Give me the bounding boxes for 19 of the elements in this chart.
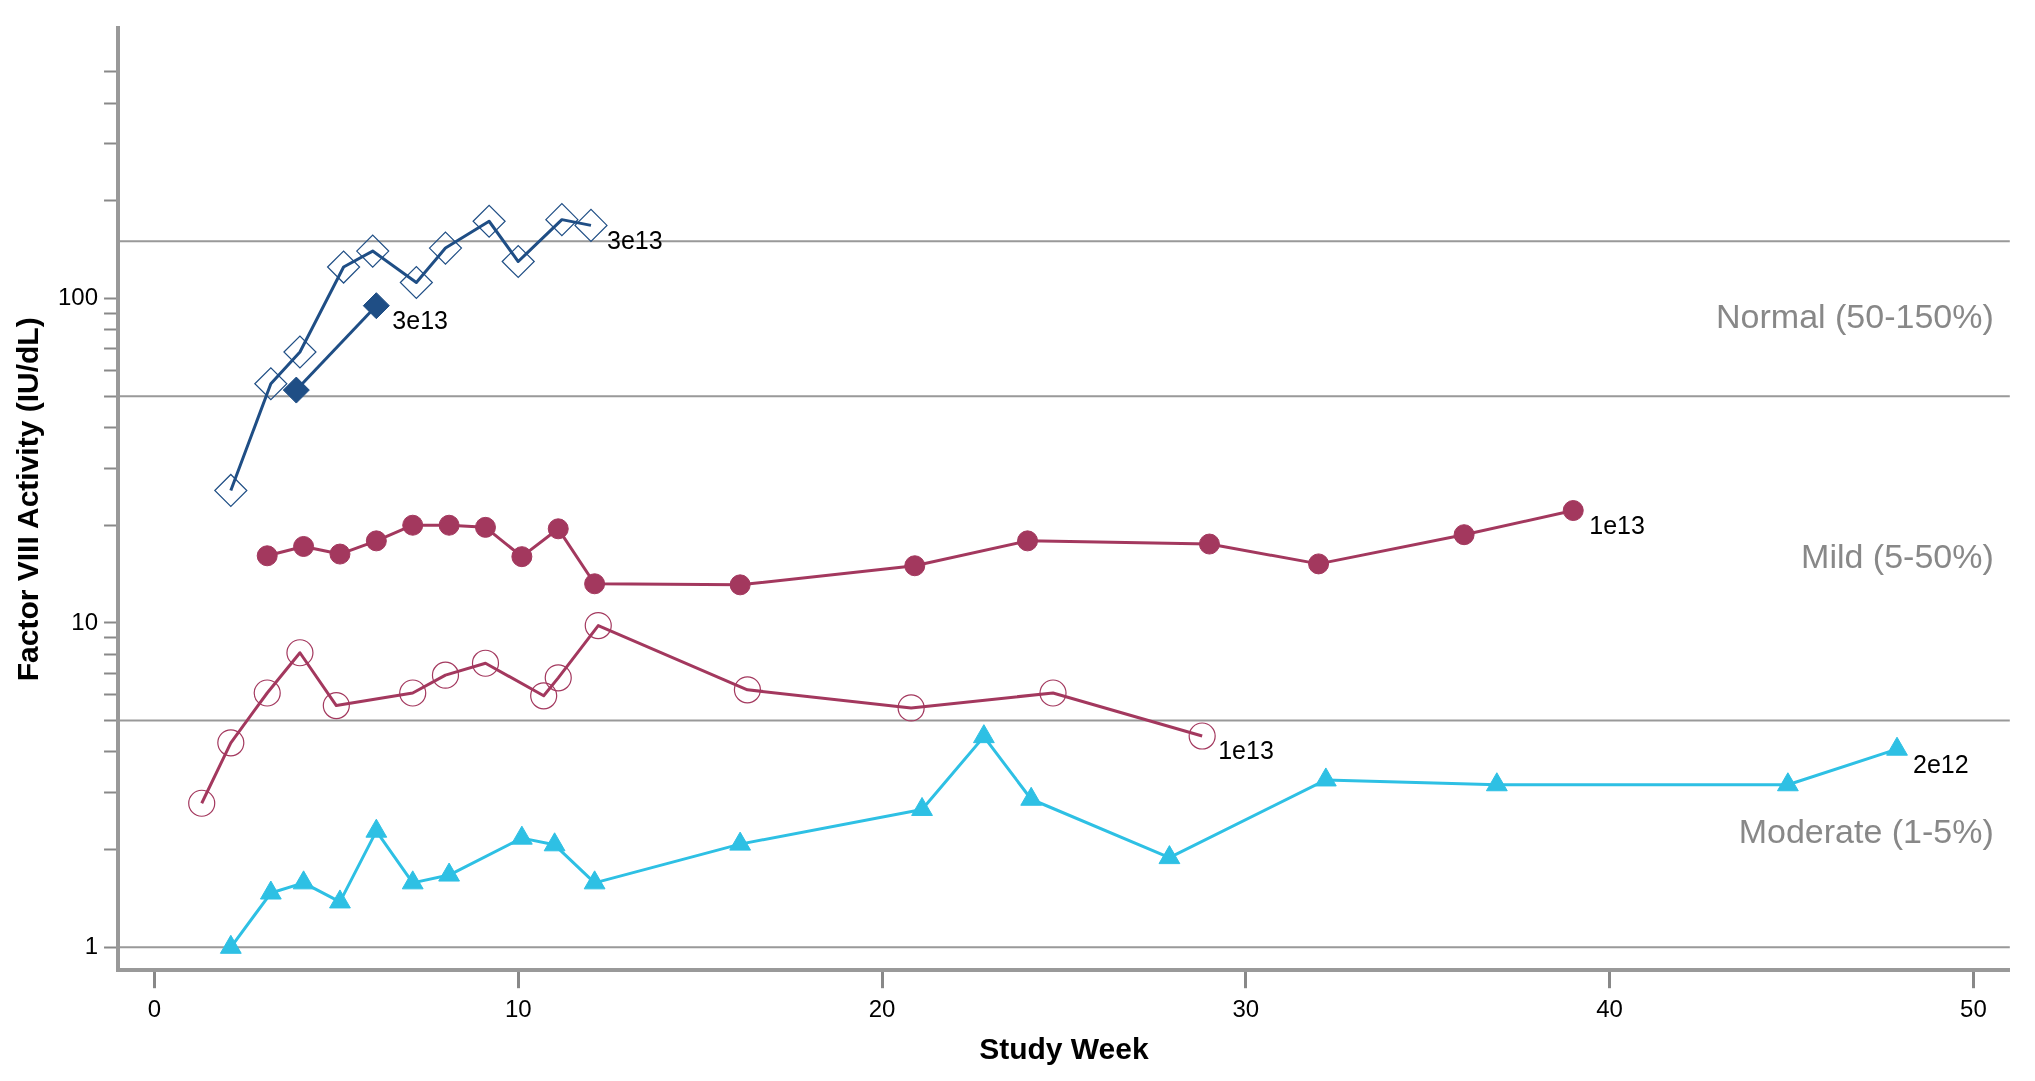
y-tick-label: 1 [84,931,99,959]
x-tick-label: 20 [868,995,896,1023]
y-tick-label: 100 [58,283,99,311]
series-label: 2e12 [1913,749,1969,778]
y-tick-label: 10 [71,607,99,635]
series-label: 1e13 [1589,510,1645,539]
x-tick-label: 30 [1232,995,1260,1023]
x-axis-title: Study Week [979,1032,1149,1066]
annotation: Moderate (1-5%) [1738,812,1994,851]
annotation: Normal (50-150%) [1716,297,1994,336]
y-axis-title: Factor VIII Activity (IU/dL) [11,317,45,682]
x-tick-label: 0 [147,995,162,1023]
series-label: 3e13 [606,225,663,254]
x-tick-label: 10 [504,995,532,1023]
series-label: 1e13 [1218,736,1274,765]
series-label: 3e13 [392,306,448,335]
x-tick-label: 40 [1596,995,1623,1023]
x-tick-label: 50 [1960,995,1987,1023]
annotation: Mild (5-50%) [1801,536,1994,575]
